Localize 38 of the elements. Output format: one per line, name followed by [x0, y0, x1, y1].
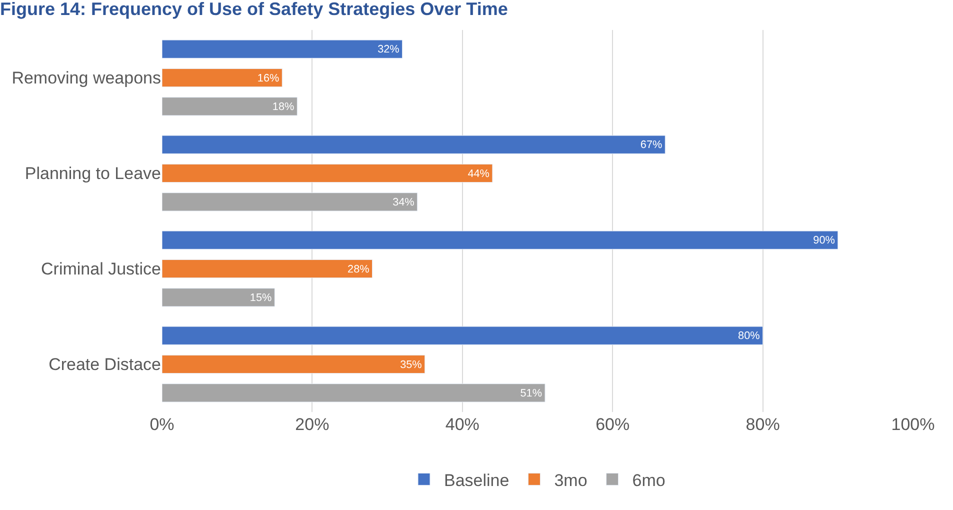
data-label: 15% — [250, 292, 272, 304]
bar — [162, 259, 373, 278]
data-label: 67% — [640, 139, 662, 152]
x-tick-label: 100% — [891, 415, 935, 434]
x-tick-label: 20% — [295, 415, 330, 434]
bar — [162, 97, 298, 116]
data-label: 44% — [468, 168, 490, 180]
y-tick-label: Planning to Leave — [24, 164, 161, 184]
data-label: 16% — [257, 72, 280, 84]
y-tick-label: Removing weapons — [12, 68, 161, 88]
bar — [162, 384, 546, 402]
data-label: 35% — [400, 358, 422, 371]
bar — [162, 192, 418, 212]
data-label: 18% — [272, 100, 295, 113]
x-tick-label: 0% — [150, 415, 174, 434]
bar — [162, 354, 426, 374]
legend-label: 6mo — [632, 470, 666, 490]
bar — [162, 326, 764, 345]
y-tick-label: Create Distace — [48, 355, 161, 374]
bar — [162, 68, 282, 88]
data-label: 32% — [378, 44, 400, 56]
legend-label: 3mo — [554, 470, 588, 490]
data-label: 80% — [738, 330, 760, 342]
bar — [162, 230, 838, 250]
data-label: 90% — [813, 234, 836, 247]
bar — [162, 164, 493, 183]
chart-title: Figure 14: Frequency of Use of Safety Strategies Over Time — [0, 0, 508, 20]
data-label: 28% — [348, 263, 370, 276]
bar — [162, 288, 275, 307]
data-label: 34% — [392, 196, 415, 208]
x-tick-label: 40% — [445, 415, 480, 434]
x-tick-label: 80% — [746, 415, 780, 434]
x-tick-label: 60% — [596, 415, 630, 434]
y-tick-label: Criminal Justice — [41, 260, 161, 279]
data-label: 51% — [520, 387, 542, 400]
bar — [162, 135, 666, 154]
legend-label: Baseline — [444, 470, 510, 490]
bar — [162, 40, 403, 58]
